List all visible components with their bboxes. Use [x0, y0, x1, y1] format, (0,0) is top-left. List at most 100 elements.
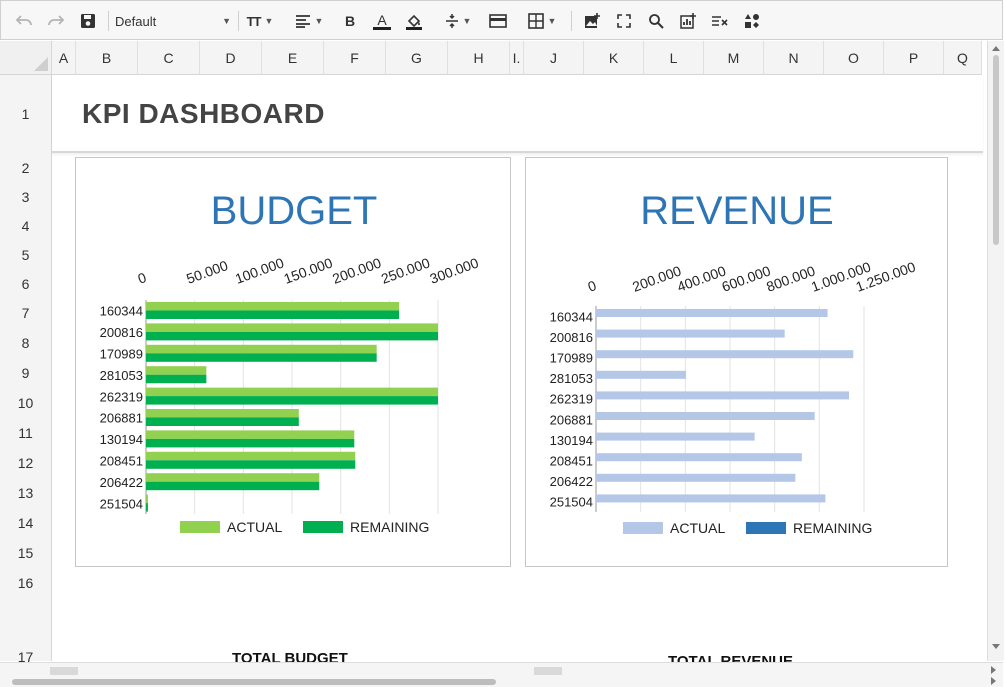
bar-actual[interactable] [596, 309, 828, 317]
align-button[interactable]: ▼ [291, 9, 327, 33]
bar-remaining[interactable] [146, 503, 148, 512]
column-header-a[interactable]: A [52, 41, 76, 75]
column-header-p[interactable]: P [884, 41, 944, 75]
row-header-4[interactable]: 4 [0, 211, 52, 240]
scroll-down-icon[interactable] [991, 643, 1001, 651]
bar-remaining[interactable] [146, 417, 299, 427]
bar-actual[interactable] [146, 494, 148, 504]
bar-actual[interactable] [146, 430, 355, 439]
bar-actual[interactable] [596, 412, 815, 420]
horizontal-scrollbar[interactable] [0, 662, 1003, 687]
column-header-d[interactable]: D [200, 41, 262, 75]
bar-remaining[interactable] [146, 396, 438, 405]
select-all-corner[interactable] [0, 41, 52, 75]
borders-button[interactable]: ▼ [523, 9, 561, 33]
row-header-5[interactable]: 5 [0, 240, 52, 269]
sheet-tab-stub[interactable] [534, 667, 562, 675]
shapes-button[interactable] [741, 9, 763, 33]
column-header-k[interactable]: K [584, 41, 644, 75]
horizontal-scroll-thumb[interactable] [12, 679, 496, 685]
budget-chart[interactable]: BUDGET 0 50.000 100.000 150.000 200.000 250.00… [75, 157, 511, 567]
row-header-2[interactable]: 2 [0, 153, 52, 182]
bar-actual[interactable] [596, 473, 796, 482]
scroll-right-icon[interactable] [990, 665, 998, 675]
row-header-17[interactable]: 17 [0, 640, 52, 665]
bar-actual[interactable] [146, 344, 377, 354]
row-header-9[interactable]: 9 [0, 358, 52, 388]
row-header-8[interactable]: 8 [0, 328, 52, 358]
row-header-13[interactable]: 13 [0, 478, 52, 508]
scroll-up-icon[interactable] [991, 44, 1001, 52]
bar-actual[interactable] [146, 302, 400, 311]
x-tick-label: 50.000 [184, 257, 230, 287]
row-header-11[interactable]: 11 [0, 418, 52, 448]
column-header-n[interactable]: N [764, 41, 824, 75]
legend-swatch [303, 521, 343, 533]
font-size-button[interactable]: TT ▼ [243, 9, 277, 33]
merge-button[interactable] [487, 9, 509, 33]
bar-actual[interactable] [146, 387, 438, 397]
bold-button[interactable]: B [341, 9, 359, 33]
undo-icon[interactable] [13, 9, 35, 33]
bar-actual[interactable] [146, 323, 438, 332]
bar-actual[interactable] [596, 350, 854, 359]
row-header-1[interactable]: 1 [0, 75, 52, 153]
row-header-14[interactable]: 14 [0, 508, 52, 538]
column-header-c[interactable]: C [138, 41, 200, 75]
revenue-chart[interactable]: REVENUE 0 200.000 400.000 600.000 800.000 1.00… [525, 157, 948, 567]
bar-remaining[interactable] [146, 481, 320, 491]
row-header-7[interactable]: 7 [0, 298, 52, 328]
bar-remaining[interactable] [146, 374, 207, 384]
insert-chart-button[interactable] [677, 9, 699, 33]
column-header-o[interactable]: O [824, 41, 884, 75]
search-button[interactable] [645, 9, 667, 33]
bar-actual[interactable] [596, 370, 687, 379]
bar-actual[interactable] [596, 453, 802, 462]
bar-actual[interactable] [146, 451, 356, 461]
bar-remaining[interactable] [146, 353, 377, 362]
insert-image-button[interactable] [581, 9, 603, 33]
bar-remaining[interactable] [146, 460, 356, 469]
column-header-g[interactable]: G [386, 41, 448, 75]
fill-color-button[interactable] [403, 9, 425, 33]
column-header-e[interactable]: E [262, 41, 324, 75]
row-header-6[interactable]: 6 [0, 269, 52, 298]
column-header-h[interactable]: H [448, 41, 510, 75]
bar-actual[interactable] [146, 473, 320, 482]
column-header-i[interactable]: I. [510, 41, 524, 75]
row-header-15[interactable]: 15 [0, 538, 52, 568]
redo-icon[interactable] [45, 9, 67, 33]
vertical-scrollbar[interactable] [987, 41, 1004, 661]
column-header-m[interactable]: M [704, 41, 764, 75]
font-family-select[interactable]: Default ▼ [115, 9, 231, 33]
row-header-10[interactable]: 10 [0, 388, 52, 418]
legend-swatch [180, 521, 220, 533]
row-header-3[interactable]: 3 [0, 182, 52, 211]
row-header-16[interactable]: 16 [0, 568, 52, 640]
bar-remaining[interactable] [146, 438, 355, 448]
category-label: 200816 [100, 325, 143, 340]
row-header-12[interactable]: 12 [0, 448, 52, 478]
page-title: KPI DASHBOARD [82, 98, 325, 129]
column-header-q[interactable]: Q [944, 41, 982, 75]
fullscreen-button[interactable] [613, 9, 635, 33]
clear-format-button[interactable] [709, 9, 731, 33]
sheet-tab-stub[interactable] [50, 667, 78, 675]
scroll-right-icon[interactable] [990, 676, 998, 686]
bar-actual[interactable] [146, 366, 207, 375]
bar-actual[interactable] [596, 494, 826, 503]
bar-actual[interactable] [596, 391, 849, 400]
font-color-button[interactable]: A [371, 9, 393, 33]
column-header-b[interactable]: B [76, 41, 138, 75]
row-height-button[interactable]: ▼ [441, 9, 475, 33]
vertical-scroll-thumb[interactable] [993, 55, 999, 245]
bar-actual[interactable] [596, 432, 755, 441]
bar-remaining[interactable] [146, 310, 400, 320]
column-header-f[interactable]: F [324, 41, 386, 75]
bar-actual[interactable] [596, 329, 785, 338]
save-icon[interactable] [77, 9, 99, 33]
bar-remaining[interactable] [146, 331, 438, 341]
column-header-l[interactable]: L [644, 41, 704, 75]
bar-actual[interactable] [146, 409, 299, 418]
column-header-j[interactable]: J [524, 41, 584, 75]
